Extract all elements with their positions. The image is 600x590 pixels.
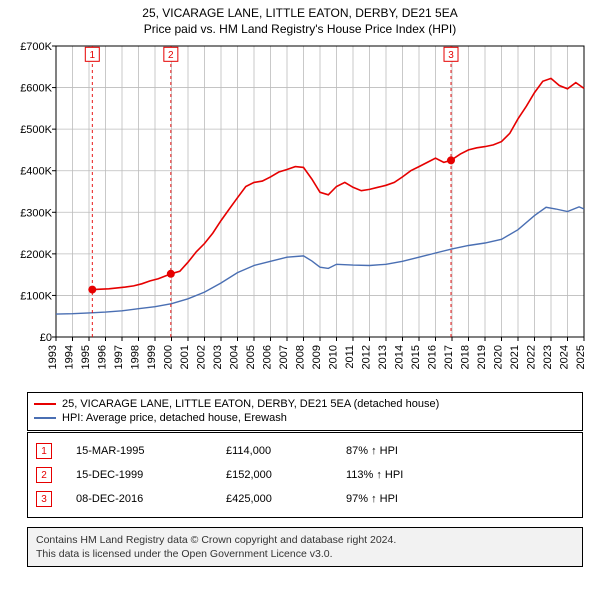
- legend-label: 25, VICARAGE LANE, LITTLE EATON, DERBY, …: [62, 397, 439, 411]
- sale-price: £152,000: [226, 469, 346, 481]
- chart-titles: 25, VICARAGE LANE, LITTLE EATON, DERBY, …: [0, 0, 600, 37]
- x-tick-label: 2009: [311, 345, 323, 369]
- x-tick-label: 2012: [361, 345, 373, 369]
- sale-badge: 2: [36, 467, 52, 483]
- sales-box: 1 15-MAR-1995£114,00087% ↑ HPI 2 15-DEC-199…: [27, 432, 583, 518]
- sale-pct: 97% ↑ HPI: [346, 493, 398, 505]
- footer-box: Contains HM Land Registry data © Crown c…: [27, 527, 583, 567]
- sale-marker-dot: [167, 270, 175, 278]
- y-tick-label: £300K: [20, 207, 52, 219]
- x-tick-label: 2008: [295, 345, 307, 369]
- y-tick-label: £0: [40, 332, 52, 344]
- x-tick-label: 1996: [97, 345, 109, 369]
- x-tick-label: 1993: [47, 345, 59, 369]
- title-subtitle: Price paid vs. HM Land Registry's House …: [0, 22, 600, 38]
- footer-line-2: This data is licensed under the Open Gov…: [36, 547, 574, 561]
- x-tick-label: 2007: [278, 345, 290, 369]
- x-tick-label: 2019: [476, 345, 488, 369]
- legend-swatch: [34, 403, 56, 405]
- x-tick-label: 1995: [80, 345, 92, 369]
- sale-date: 15-DEC-1999: [76, 469, 226, 481]
- x-tick-label: 1997: [113, 345, 125, 369]
- x-tick-label: 2023: [542, 345, 554, 369]
- x-tick-label: 2018: [460, 345, 472, 369]
- footer-line-1: Contains HM Land Registry data © Crown c…: [36, 533, 574, 547]
- x-tick-label: 2004: [229, 345, 241, 369]
- sale-badge: 1: [36, 443, 52, 459]
- title-address: 25, VICARAGE LANE, LITTLE EATON, DERBY, …: [0, 6, 600, 22]
- x-tick-label: 2024: [559, 345, 571, 369]
- x-tick-label: 2005: [245, 345, 257, 369]
- legend-box: 25, VICARAGE LANE, LITTLE EATON, DERBY, …: [27, 392, 583, 431]
- x-tick-label: 2014: [394, 345, 406, 369]
- x-tick-label: 1994: [64, 345, 76, 369]
- sale-row: 2 15-DEC-1999£152,000113% ↑ HPI: [36, 463, 574, 487]
- sale-row: 1 15-MAR-1995£114,00087% ↑ HPI: [36, 439, 574, 463]
- x-tick-label: 2016: [427, 345, 439, 369]
- y-tick-label: £200K: [20, 249, 52, 261]
- sale-price: £114,000: [226, 445, 346, 457]
- x-tick-label: 2000: [163, 345, 175, 369]
- sale-marker-number: 2: [168, 50, 174, 61]
- x-tick-label: 2003: [212, 345, 224, 369]
- x-tick-label: 2017: [443, 345, 455, 369]
- chart-area: £0 £100K £200K £300K £400K £500K £600K £700K 199…: [8, 42, 592, 385]
- y-tick-label: £100K: [20, 290, 52, 302]
- legend-swatch: [34, 417, 56, 419]
- legend-item: 25, VICARAGE LANE, LITTLE EATON, DERBY, …: [34, 397, 576, 411]
- x-tick-label: 2021: [509, 345, 521, 369]
- y-tick-label: £500K: [20, 124, 52, 136]
- x-tick-label: 2013: [377, 345, 389, 369]
- legend-label: HPI: Average price, detached house, Erew…: [62, 411, 287, 425]
- x-tick-label: 2006: [262, 345, 274, 369]
- x-tick-label: 2022: [526, 345, 538, 369]
- sale-badge: 3: [36, 491, 52, 507]
- x-tick-label: 2001: [179, 345, 191, 369]
- sale-row: 3 08-DEC-2016£425,00097% ↑ HPI: [36, 487, 574, 511]
- legend-item: HPI: Average price, detached house, Erew…: [34, 411, 576, 425]
- sale-price: £425,000: [226, 493, 346, 505]
- x-tick-label: 2010: [328, 345, 340, 369]
- sale-pct: 87% ↑ HPI: [346, 445, 398, 457]
- y-tick-label: £700K: [20, 42, 52, 53]
- sale-marker-number: 3: [448, 50, 454, 61]
- x-tick-label: 2020: [493, 345, 505, 369]
- sale-date: 15-MAR-1995: [76, 445, 226, 457]
- sale-date: 08-DEC-2016: [76, 493, 226, 505]
- y-tick-label: £400K: [20, 166, 52, 178]
- y-tick-label: £600K: [20, 83, 52, 95]
- sale-marker-dot: [88, 286, 96, 294]
- sale-marker-number: 1: [90, 50, 96, 61]
- x-tick-label: 2015: [410, 345, 422, 369]
- sale-marker-dot: [447, 156, 455, 164]
- sale-pct: 113% ↑ HPI: [346, 469, 403, 481]
- x-tick-label: 2002: [196, 345, 208, 369]
- x-tick-label: 1999: [146, 345, 158, 369]
- x-tick-label: 2025: [575, 345, 587, 369]
- x-tick-label: 1998: [130, 345, 142, 369]
- x-tick-label: 2011: [344, 345, 356, 369]
- chart-svg: £0 £100K £200K £300K £400K £500K £600K £700K 199…: [8, 42, 592, 385]
